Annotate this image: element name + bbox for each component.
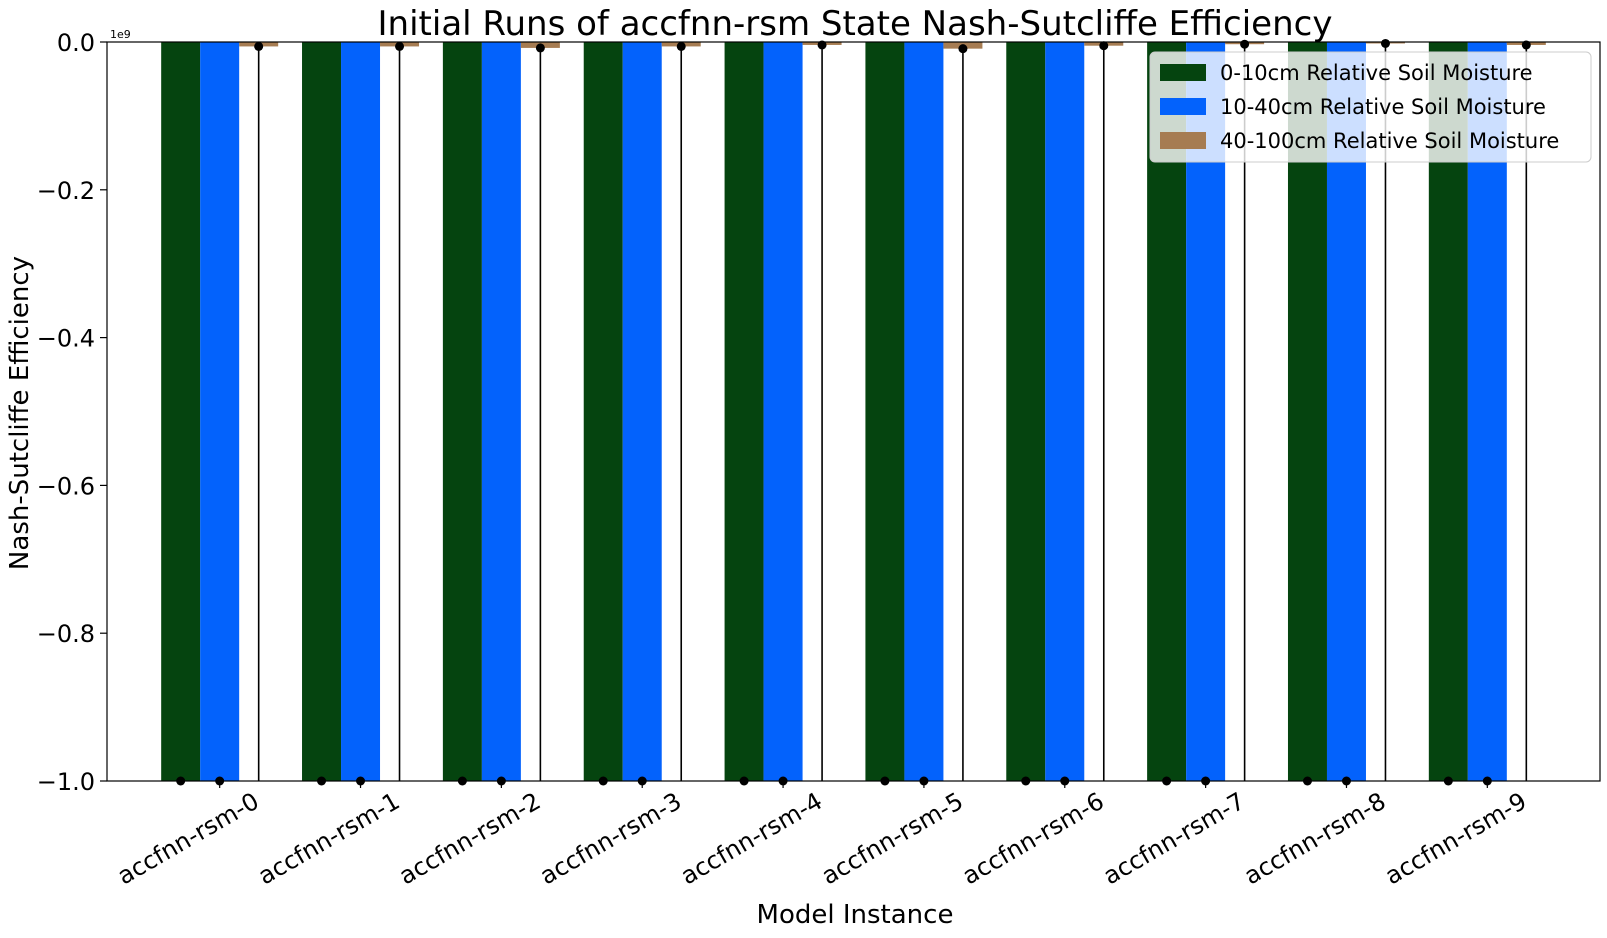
x-tick-label-5: accfnn-rsm-5: [817, 787, 968, 890]
bar-s0-3: [583, 42, 623, 781]
legend-swatch-0: [1160, 64, 1206, 81]
bar-s1-0: [200, 42, 240, 781]
legend-label-0: 0-10cm Relative Soil Moisture: [1220, 61, 1533, 85]
bar-s0-8: [1287, 42, 1327, 781]
y-tick-label-2: −0.4: [37, 325, 95, 353]
x-tick-label-2: accfnn-rsm-2: [394, 787, 545, 890]
bar-s1-2: [481, 42, 521, 781]
bar-s0-9: [1428, 42, 1468, 781]
x-tick-label-6: accfnn-rsm-6: [958, 787, 1109, 890]
plot-frame: [106, 41, 1601, 782]
mean-marker-s2-0: [254, 41, 264, 51]
bar-s1-1: [341, 42, 381, 781]
bar-s0-0: [161, 42, 201, 781]
y-tick-label-4: −0.8: [37, 620, 95, 648]
legend-label-2: 40-100cm Relative Soil Moisture: [1220, 129, 1559, 153]
mean-marker-s2-9: [1521, 40, 1531, 50]
mean-marker-s2-3: [676, 41, 686, 51]
x-tick-label-9: accfnn-rsm-9: [1380, 787, 1531, 890]
legend-label-1: 10-40cm Relative Soil Moisture: [1220, 95, 1546, 119]
x-tick-label-0: accfnn-rsm-0: [113, 787, 264, 890]
bar-s1-6: [1045, 42, 1085, 781]
y-tick-label-1: −0.2: [37, 177, 95, 205]
x-tick-label-1: accfnn-rsm-1: [253, 787, 404, 890]
bar-s0-6: [1006, 42, 1046, 781]
legend-swatch-2: [1160, 132, 1206, 149]
legend-box: [1149, 51, 1592, 163]
y-axis-label: Nash-Sutcliffe Efficiency: [5, 256, 35, 570]
bar-s1-4: [763, 42, 803, 781]
bar-s0-7: [1147, 42, 1187, 781]
x-tick-label-4: accfnn-rsm-4: [676, 787, 827, 890]
mean-marker-s2-5: [958, 44, 968, 54]
bar-s1-7: [1186, 42, 1226, 781]
x-tick-label-3: accfnn-rsm-3: [535, 787, 686, 890]
y-tick-label-0: 0.0: [57, 29, 95, 57]
x-axis-label: Model Instance: [757, 900, 954, 930]
bar-s1-5: [904, 42, 944, 781]
legend: 0-10cm Relative Soil Moisture 10-40cm Rel…: [1149, 51, 1592, 163]
bar-s1-8: [1326, 42, 1366, 781]
bar-s0-5: [865, 42, 905, 781]
mean-marker-s2-2: [535, 43, 545, 53]
mean-marker-s2-4: [817, 40, 827, 50]
bar-s1-9: [1467, 42, 1507, 781]
x-tick-label-8: accfnn-rsm-8: [1239, 787, 1390, 890]
bar-s0-1: [302, 42, 342, 781]
mean-marker-s2-6: [1099, 41, 1109, 51]
bar-s0-4: [724, 42, 764, 781]
x-tick-label-7: accfnn-rsm-7: [1099, 787, 1250, 890]
y-tick-label-5: −1.0: [37, 768, 95, 796]
bar-s1-3: [622, 42, 662, 781]
y-tick-label-3: −0.6: [37, 472, 95, 500]
mean-marker-s2-1: [395, 41, 405, 51]
y-offset-label: 1e9: [110, 28, 131, 41]
mean-marker-s2-8: [1380, 38, 1390, 48]
legend-swatch-1: [1160, 98, 1206, 115]
chart-title: Initial Runs of accfnn-rsm State Nash-Su…: [378, 4, 1333, 44]
bar-s0-2: [442, 42, 482, 781]
mean-marker-s2-7: [1240, 39, 1250, 49]
